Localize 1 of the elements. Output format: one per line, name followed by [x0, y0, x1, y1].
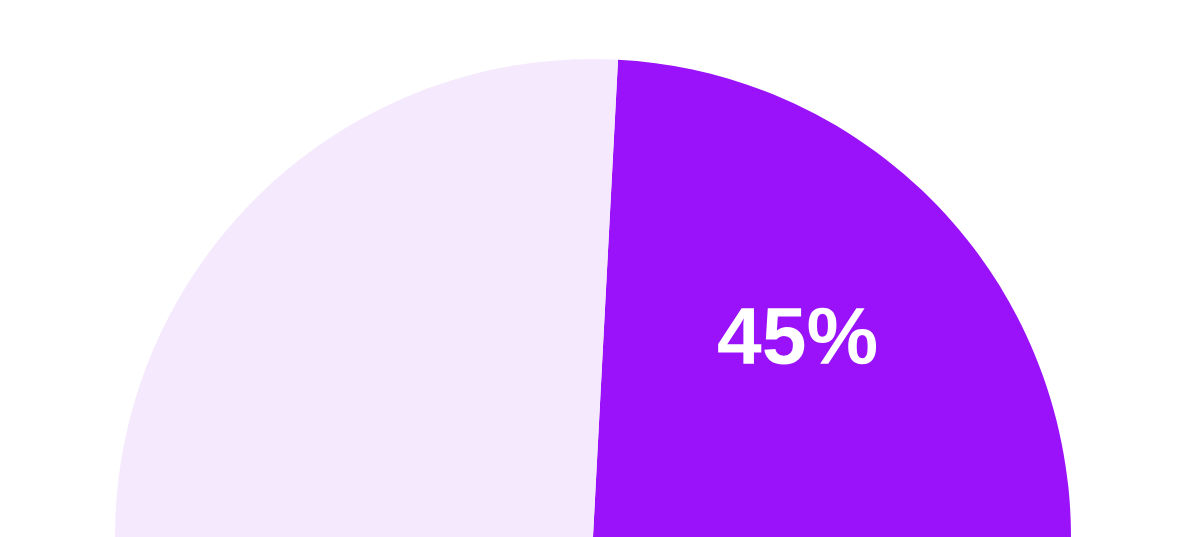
data-label: 45%	[718, 307, 877, 365]
